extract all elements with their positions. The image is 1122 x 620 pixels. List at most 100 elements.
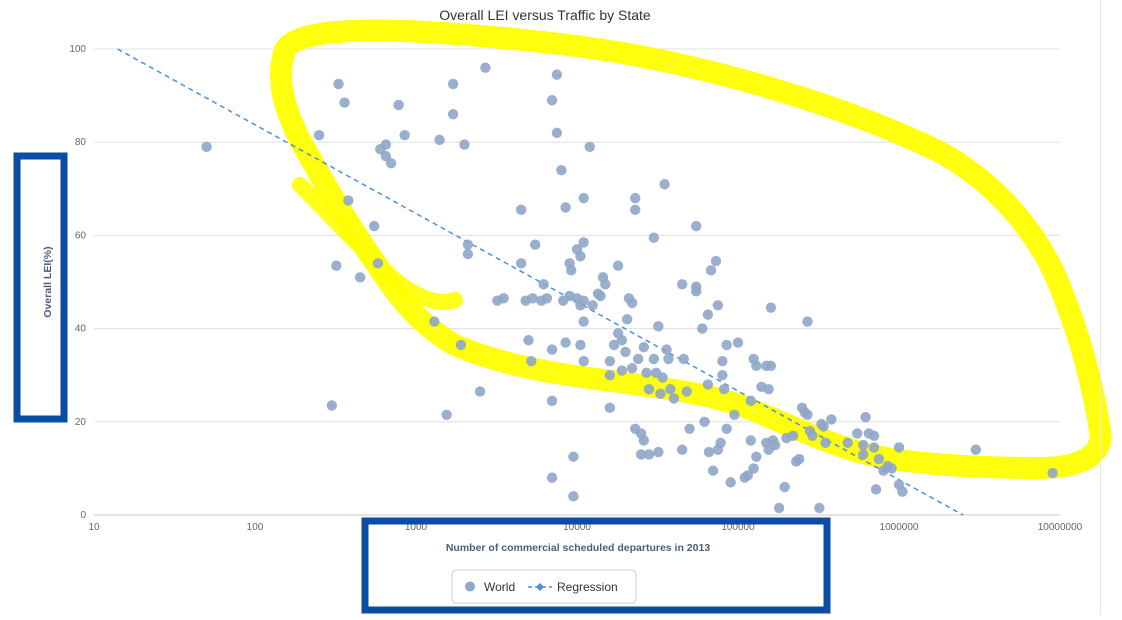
x-axis-title: Number of commercial scheduled departure… (446, 542, 711, 554)
world-point (802, 409, 813, 421)
legend-regression-label[interactable]: Regression (557, 580, 618, 594)
world-point (575, 251, 586, 262)
world-point (372, 258, 384, 269)
world-point (717, 356, 728, 367)
world-point (697, 323, 708, 334)
world-point (578, 316, 589, 327)
world-point (868, 442, 880, 453)
legend-regression-marker (536, 583, 544, 591)
world-point (842, 437, 853, 448)
world-point (630, 192, 641, 204)
world-point (858, 439, 869, 451)
world-point (584, 141, 595, 153)
world-point (897, 486, 908, 497)
world-point (429, 316, 440, 327)
world-point (354, 272, 366, 283)
world-point (665, 383, 676, 395)
world-point (690, 220, 702, 232)
y-tick-label: 40 (75, 324, 87, 335)
world-point (676, 444, 688, 455)
world-point (626, 297, 638, 309)
world-point (616, 365, 628, 376)
chart-title: Overall LEI versus Traffic by State (439, 7, 651, 23)
y-tick-label: 20 (75, 417, 87, 428)
x-tick-label: 10 (88, 522, 100, 533)
world-point (710, 255, 722, 267)
world-point (447, 78, 459, 90)
world-point (858, 449, 869, 460)
world-point (551, 127, 563, 139)
world-point (678, 353, 689, 365)
world-point (343, 195, 354, 206)
world-point (393, 99, 404, 111)
world-point (604, 356, 616, 367)
world-point (763, 383, 774, 395)
world-point (201, 141, 212, 153)
world-point (587, 300, 598, 311)
world-point (873, 453, 885, 465)
world-point (787, 430, 799, 441)
world-point (604, 370, 616, 381)
world-point (604, 402, 616, 414)
legend-world-label[interactable]: World (484, 580, 515, 594)
world-point (638, 342, 650, 353)
world-point (385, 157, 397, 169)
world-point (526, 356, 537, 367)
world-point (818, 421, 829, 432)
world-point (655, 388, 666, 400)
world-point (641, 367, 652, 379)
world-point (717, 370, 728, 381)
y-tick-label: 60 (75, 230, 87, 241)
world-point (643, 383, 655, 395)
world-point (684, 423, 695, 434)
x-tick-label: 10000 (563, 522, 591, 533)
world-point (779, 481, 790, 493)
grid-lines (94, 48, 1060, 516)
world-point (633, 353, 644, 365)
world-point (702, 379, 714, 390)
x-tick-label: 1000000 (880, 522, 919, 533)
world-point (339, 97, 350, 108)
world-point (742, 470, 753, 481)
regression-layer (117, 48, 964, 516)
y-tick-label: 100 (69, 44, 86, 55)
y-axis-title: Overall LEI(%) (42, 246, 54, 317)
world-point (560, 202, 571, 213)
world-point (515, 204, 527, 215)
y-tick-label: 80 (75, 137, 87, 148)
world-point (595, 290, 606, 302)
world-point (498, 293, 509, 304)
legend-world-marker (465, 581, 475, 592)
ylabel-annotation-box (13, 152, 68, 423)
yellow-highlight-loop (270, 19, 1112, 479)
world-point (326, 400, 338, 411)
world-point (702, 309, 714, 320)
world-point (657, 372, 668, 383)
regression-line (117, 48, 964, 516)
world-point (699, 416, 710, 427)
world-point (527, 293, 538, 304)
world-point (546, 472, 558, 483)
world-point (826, 414, 837, 425)
world-point (732, 337, 744, 348)
world-point (480, 62, 491, 73)
world-point (745, 435, 756, 446)
world-point (721, 339, 732, 351)
world-point (643, 449, 655, 460)
world-point (807, 430, 818, 441)
world-point (578, 356, 589, 367)
world-point (578, 192, 589, 204)
yellow-highlight-stroke (292, 177, 463, 310)
world-point (745, 395, 756, 407)
world-point (886, 463, 897, 474)
world-point (870, 484, 882, 495)
world-point (556, 164, 567, 176)
world-point (705, 265, 717, 276)
world-point (860, 411, 871, 423)
world-point (515, 258, 527, 269)
world-point (546, 395, 558, 407)
world-point (313, 130, 325, 141)
world-point (765, 302, 777, 313)
